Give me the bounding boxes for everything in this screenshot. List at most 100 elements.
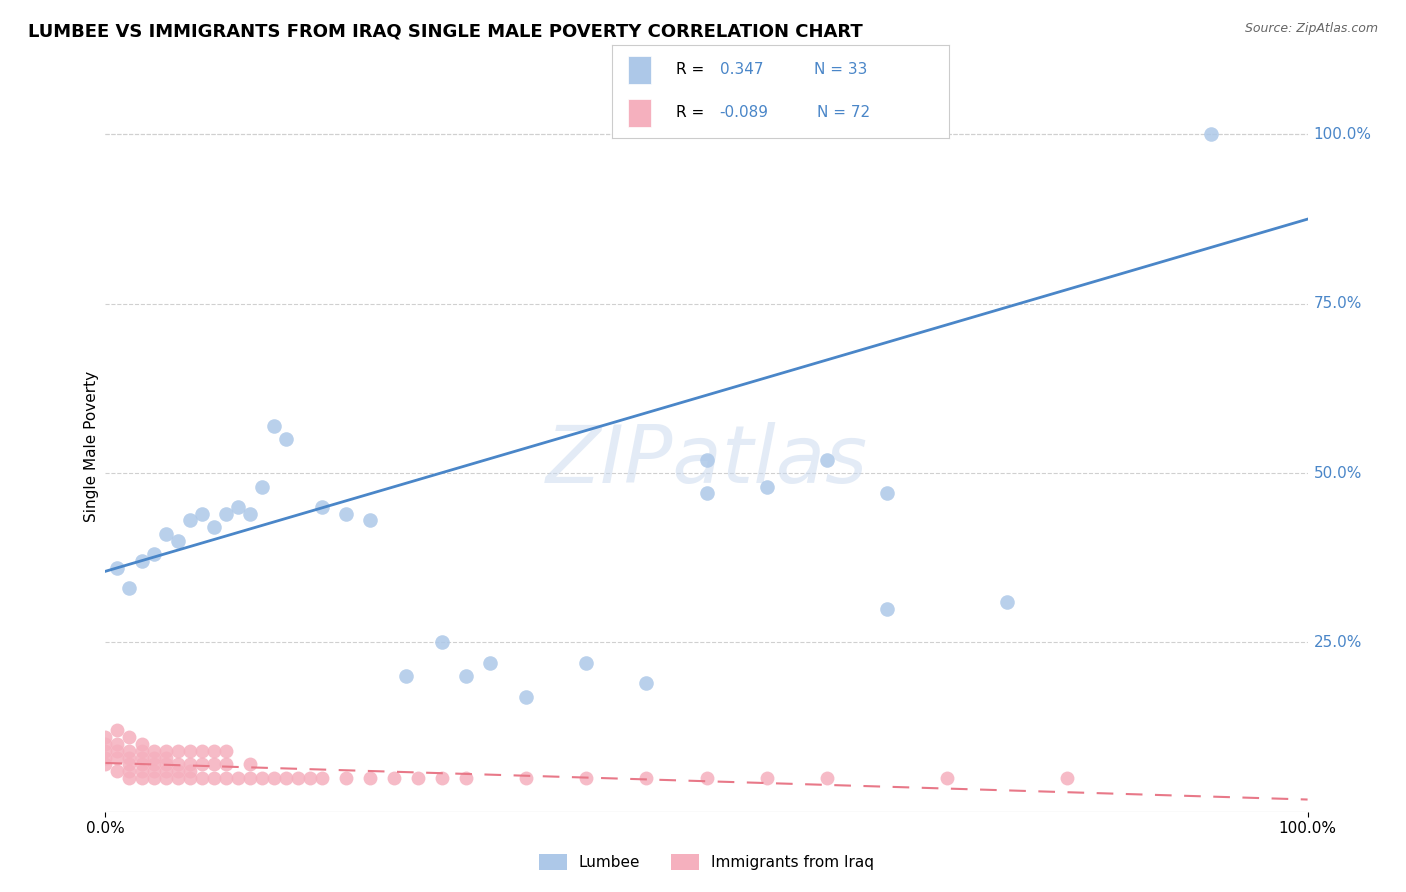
Point — [107, 723, 129, 738]
Point — [179, 764, 201, 778]
Point — [131, 764, 153, 778]
Point — [815, 452, 838, 467]
Point — [1201, 128, 1223, 142]
Point — [515, 690, 537, 704]
Point — [131, 744, 153, 758]
Point — [155, 744, 177, 758]
Point — [142, 771, 165, 785]
Point — [179, 514, 201, 528]
Point — [382, 771, 405, 785]
Point — [190, 507, 212, 521]
Point — [430, 635, 453, 649]
Point — [131, 737, 153, 751]
Point — [359, 514, 381, 528]
Point — [575, 771, 598, 785]
Point — [190, 771, 212, 785]
Point — [166, 771, 188, 785]
Point — [107, 561, 129, 575]
Point — [131, 554, 153, 568]
Point — [815, 771, 838, 785]
Point — [94, 750, 117, 764]
Point — [179, 757, 201, 772]
Point — [94, 757, 117, 772]
Point — [263, 418, 285, 433]
Point — [107, 750, 129, 764]
Point — [142, 750, 165, 764]
Point — [311, 500, 333, 514]
Point — [250, 480, 273, 494]
Point — [131, 757, 153, 772]
Point — [118, 757, 141, 772]
Text: 50.0%: 50.0% — [1313, 466, 1362, 481]
Point — [239, 507, 262, 521]
Point — [155, 757, 177, 772]
Point — [155, 764, 177, 778]
Point — [118, 744, 141, 758]
Point — [94, 737, 117, 751]
Point — [179, 771, 201, 785]
Text: LUMBEE VS IMMIGRANTS FROM IRAQ SINGLE MALE POVERTY CORRELATION CHART: LUMBEE VS IMMIGRANTS FROM IRAQ SINGLE MA… — [28, 22, 863, 40]
Point — [876, 601, 898, 615]
Point — [155, 771, 177, 785]
Point — [936, 771, 959, 785]
Point — [214, 757, 236, 772]
Point — [107, 744, 129, 758]
Point — [696, 771, 718, 785]
Text: N = 33: N = 33 — [814, 62, 868, 78]
Point — [166, 757, 188, 772]
Point — [335, 771, 357, 785]
Point — [995, 595, 1018, 609]
Point — [636, 676, 658, 690]
Point — [395, 669, 418, 683]
Point — [239, 757, 262, 772]
Point — [515, 771, 537, 785]
Point — [214, 507, 236, 521]
Point — [311, 771, 333, 785]
Point — [118, 771, 141, 785]
Point — [876, 486, 898, 500]
Point — [118, 730, 141, 744]
Y-axis label: Single Male Poverty: Single Male Poverty — [83, 370, 98, 522]
Point — [142, 764, 165, 778]
Text: Source: ZipAtlas.com: Source: ZipAtlas.com — [1244, 22, 1378, 36]
Text: 25.0%: 25.0% — [1313, 635, 1362, 650]
Point — [131, 750, 153, 764]
FancyBboxPatch shape — [628, 99, 651, 127]
Text: R =: R = — [676, 62, 709, 78]
Point — [287, 771, 309, 785]
Point — [274, 771, 297, 785]
Text: 0.347: 0.347 — [720, 62, 763, 78]
Point — [155, 750, 177, 764]
FancyBboxPatch shape — [628, 56, 651, 84]
Point — [250, 771, 273, 785]
Point — [107, 764, 129, 778]
Point — [202, 744, 225, 758]
Text: R =: R = — [676, 105, 709, 120]
Point — [202, 757, 225, 772]
Point — [166, 533, 188, 548]
Point — [155, 527, 177, 541]
Point — [755, 771, 778, 785]
Point — [94, 730, 117, 744]
Point — [190, 757, 212, 772]
Point — [239, 771, 262, 785]
Point — [696, 452, 718, 467]
Point — [1056, 771, 1078, 785]
Point — [190, 744, 212, 758]
Point — [131, 771, 153, 785]
Point — [118, 764, 141, 778]
Point — [202, 771, 225, 785]
Point — [202, 520, 225, 534]
Point — [359, 771, 381, 785]
Point — [335, 507, 357, 521]
Point — [406, 771, 429, 785]
Point — [696, 486, 718, 500]
Point — [166, 764, 188, 778]
Point — [454, 669, 477, 683]
Point — [166, 744, 188, 758]
Point — [179, 744, 201, 758]
Text: ZIPatlas: ZIPatlas — [546, 422, 868, 500]
Text: 100.0%: 100.0% — [1313, 127, 1372, 142]
Point — [298, 771, 321, 785]
Point — [214, 771, 236, 785]
